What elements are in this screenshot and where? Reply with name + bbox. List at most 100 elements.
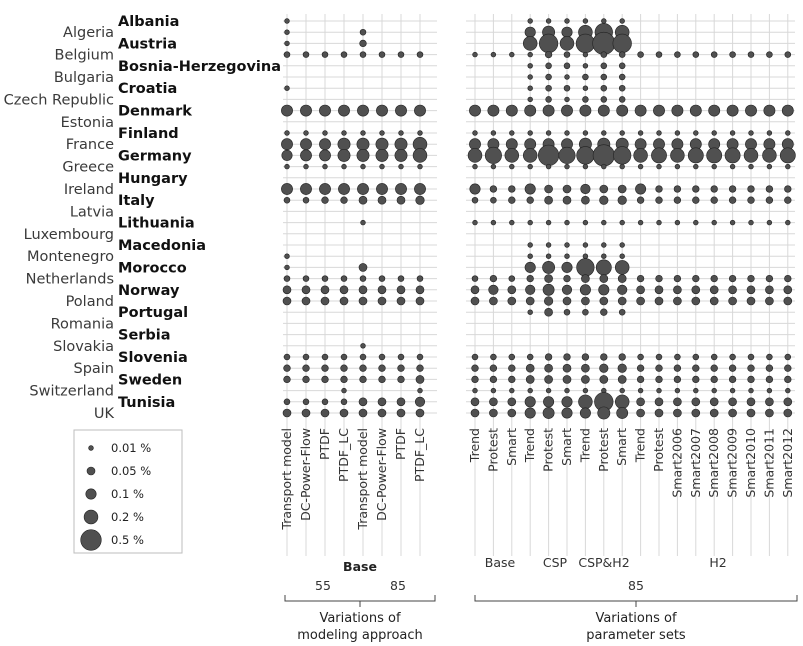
- dot-right-croatia-4: [545, 84, 552, 92]
- dot-right-netherlands-16: [765, 274, 774, 283]
- dot-left-denmark-0: [281, 104, 293, 117]
- dot-right-montenegro-7: [601, 253, 607, 259]
- dot-right-denmark-13: [708, 104, 721, 117]
- dot-right-netherlands-6: [581, 274, 590, 283]
- dot-right-morocco-3: [524, 261, 536, 273]
- dot-right-finland-2: [509, 130, 515, 136]
- dot-left-denmark-6: [395, 104, 407, 117]
- dot-right-montenegro-8: [619, 253, 625, 259]
- dot-left-spain-1: [302, 364, 310, 372]
- dot-right-sweden-6: [581, 375, 590, 384]
- col-label-right-2: Smart: [504, 428, 519, 466]
- dot-right-switzerland-2: [509, 387, 515, 394]
- country-label-tunisia: Tunisia: [118, 395, 175, 411]
- dot-right-france-15: [745, 138, 757, 151]
- dot-right-sweden-4: [544, 375, 553, 384]
- col-label-right-5: Smart: [559, 428, 574, 466]
- dot-right-finland-13: [711, 130, 717, 136]
- dot-right-denmark-5: [561, 104, 573, 117]
- dot-left-netherlands-7: [416, 275, 424, 282]
- dot-left-belgium-2: [321, 51, 329, 58]
- dot-right-greece-13: [711, 163, 717, 170]
- country-label-romania: Romania: [51, 316, 114, 332]
- dot-left-poland-5: [377, 296, 387, 306]
- country-label-serbia: Serbia: [118, 328, 171, 344]
- dot-right-norway-0: [470, 285, 480, 295]
- dot-right-ireland-1: [489, 185, 498, 193]
- dot-right-uk-10: [654, 408, 664, 418]
- country-label-slovenia: Slovenia: [118, 350, 188, 366]
- legend-dot-4: [80, 529, 102, 551]
- dot-right-bosnia-herzegovina-5: [563, 62, 571, 70]
- dot-right-uk-4: [542, 407, 555, 419]
- dot-right-germany-4: [538, 144, 560, 166]
- dot-right-uk-9: [636, 408, 645, 418]
- legend-label-1: 0.05 %: [111, 464, 151, 478]
- dot-right-greece-11: [674, 163, 681, 170]
- dot-right-switzerland-11: [674, 387, 681, 394]
- dot-left-slovenia-7: [416, 353, 424, 361]
- dot-right-spain-17: [784, 364, 792, 372]
- dot-left-finland-0: [284, 130, 290, 136]
- col-label-right-17: Smart2012: [780, 428, 795, 498]
- dot-right-norway-3: [525, 284, 536, 295]
- dot-right-denmark-4: [542, 104, 555, 117]
- col-label-left-0: Transport model: [279, 428, 294, 531]
- col-label-right-13: Smart2008: [706, 428, 721, 498]
- dot-right-netherlands-1: [489, 274, 498, 283]
- dot-right-ireland-10: [655, 185, 663, 193]
- dot-right-norway-10: [654, 285, 664, 295]
- dot-right-lithuania-12: [693, 219, 699, 226]
- dot-right-macedonia-7: [601, 242, 607, 248]
- dot-right-austria-4: [538, 33, 559, 54]
- col-label-right-6: Trend: [577, 428, 592, 463]
- dot-right-germany-10: [651, 147, 667, 164]
- dot-right-uk-17: [783, 408, 793, 418]
- dot-right-bulgaria-6: [582, 73, 589, 81]
- dot-right-sweden-0: [471, 375, 479, 384]
- dot-right-bulgaria-3: [527, 74, 533, 80]
- dot-right-denmark-6: [579, 104, 592, 117]
- dot-right-finland-16: [766, 130, 773, 136]
- dot-left-sweden-4: [359, 375, 367, 384]
- col-label-right-7: Protest: [596, 428, 611, 472]
- dot-left-france-1: [300, 138, 312, 151]
- dot-right-poland-9: [636, 296, 645, 306]
- dots-layer: [281, 18, 796, 420]
- dot-left-poland-1: [301, 296, 311, 306]
- dot-left-belgium-6: [397, 51, 405, 58]
- dot-right-tunisia-14: [728, 397, 737, 407]
- dot-left-finland-2: [322, 130, 328, 136]
- dot-right-switzerland-5: [564, 387, 570, 394]
- dot-right-lithuania-13: [711, 219, 717, 226]
- dot-right-belgium-1: [490, 51, 497, 58]
- dot-left-greece-4: [360, 163, 366, 170]
- country-label-albania: Albania: [118, 14, 179, 30]
- dot-right-norway-2: [507, 285, 517, 295]
- col-label-right-8: Smart: [614, 428, 629, 466]
- dot-left-ireland-2: [319, 183, 331, 195]
- dot-right-norway-6: [579, 284, 591, 296]
- dot-left-switzerland-3: [341, 387, 347, 394]
- dot-right-denmark-7: [597, 104, 610, 117]
- dot-right-greece-2: [509, 163, 515, 170]
- dot-left-norway-6: [396, 285, 406, 295]
- dot-left-slovenia-2: [321, 353, 329, 361]
- country-label-denmark: Denmark: [118, 104, 192, 120]
- dot-left-norway-3: [339, 285, 349, 295]
- dot-left-belgium-1: [302, 51, 310, 58]
- dot-left-france-5: [375, 137, 389, 151]
- dot-right-poland-2: [507, 296, 517, 306]
- dot-right-switzerland-4: [545, 387, 552, 394]
- dot-left-greece-3: [341, 163, 347, 170]
- dot-right-norway-14: [728, 285, 737, 295]
- dot-left-poland-6: [396, 296, 406, 306]
- dot-right-albania-8: [619, 18, 625, 24]
- dot-right-poland-12: [691, 296, 701, 306]
- country-label-latvia: Latvia: [70, 204, 114, 220]
- dot-right-belgium-14: [729, 51, 736, 58]
- dot-right-ireland-11: [673, 185, 682, 193]
- right-group-csp: CSP: [543, 555, 568, 570]
- dot-right-belgium-3: [527, 51, 533, 58]
- dot-right-poland-1: [489, 296, 498, 306]
